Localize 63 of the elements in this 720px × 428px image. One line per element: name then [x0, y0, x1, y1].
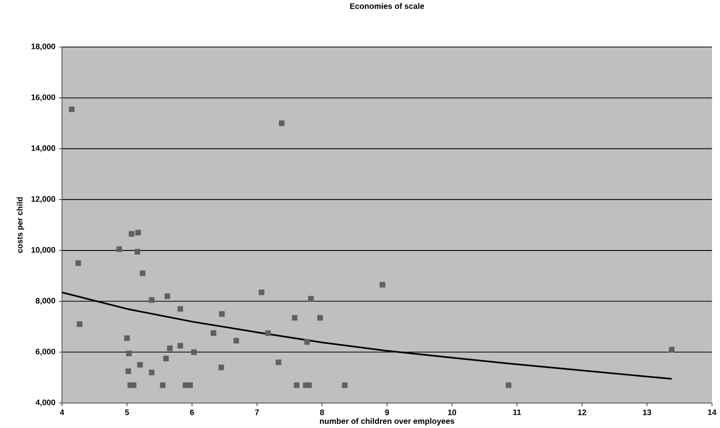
point: [164, 293, 170, 299]
point: [187, 382, 193, 388]
point: [128, 231, 134, 237]
point: [130, 382, 136, 388]
y-tick-label: 10,000: [32, 247, 56, 254]
point: [178, 342, 184, 349]
chart-title: Economies of scale: [350, 3, 424, 9]
x-tick-label: 12: [578, 410, 586, 416]
point: [342, 382, 348, 388]
point: [126, 350, 132, 356]
y-tick-label: 6,000: [36, 348, 56, 356]
point: [308, 296, 314, 302]
x-tick-label: 13: [643, 410, 652, 416]
y-tick-label: 18,000: [32, 44, 56, 50]
point: [292, 315, 298, 321]
point: [134, 248, 140, 254]
point: [304, 339, 310, 345]
point: [668, 346, 674, 352]
x-tick-label: 8: [320, 410, 324, 416]
point: [68, 106, 75, 112]
x-tick-label: 14: [708, 410, 716, 416]
point: [265, 330, 271, 336]
point: [163, 356, 169, 362]
x-tick-label: 9: [385, 410, 389, 416]
x-tick-label: 5: [125, 410, 130, 416]
point: [135, 230, 141, 236]
point: [219, 311, 225, 317]
x-tick-label: 11: [513, 410, 521, 416]
point: [294, 382, 300, 388]
point: [506, 382, 512, 388]
point: [76, 321, 82, 327]
point: [218, 364, 224, 370]
point: [306, 382, 312, 388]
point: [380, 282, 386, 288]
point: [116, 246, 122, 252]
point: [210, 330, 216, 336]
point: [258, 290, 264, 296]
point: [317, 315, 323, 321]
point: [148, 297, 155, 303]
point: [137, 362, 143, 368]
y-tick-label: 14,000: [32, 145, 56, 152]
point: [148, 370, 155, 376]
point: [233, 338, 240, 344]
point: [140, 270, 146, 276]
x-tick-label: 4: [60, 410, 64, 416]
y-axis-title: costs per child: [16, 197, 24, 253]
y-tick-label: 16,000: [32, 94, 56, 102]
point: [167, 346, 173, 352]
point: [178, 306, 184, 312]
x-axis-title: number of children over employees: [320, 418, 454, 426]
x-tick-label: 10: [448, 410, 456, 416]
y-tick-label: 12,000: [32, 196, 56, 203]
x-tick-label: 6: [190, 410, 194, 416]
y-tick-label: 4,000: [36, 400, 56, 406]
point: [191, 349, 197, 355]
x-tick-label: 7: [255, 410, 259, 416]
point: [124, 335, 130, 341]
point: [75, 260, 82, 266]
point: [276, 360, 282, 366]
y-tick-label: 8,000: [36, 298, 56, 305]
point: [126, 368, 132, 374]
point: [160, 382, 166, 388]
point: [278, 120, 285, 126]
